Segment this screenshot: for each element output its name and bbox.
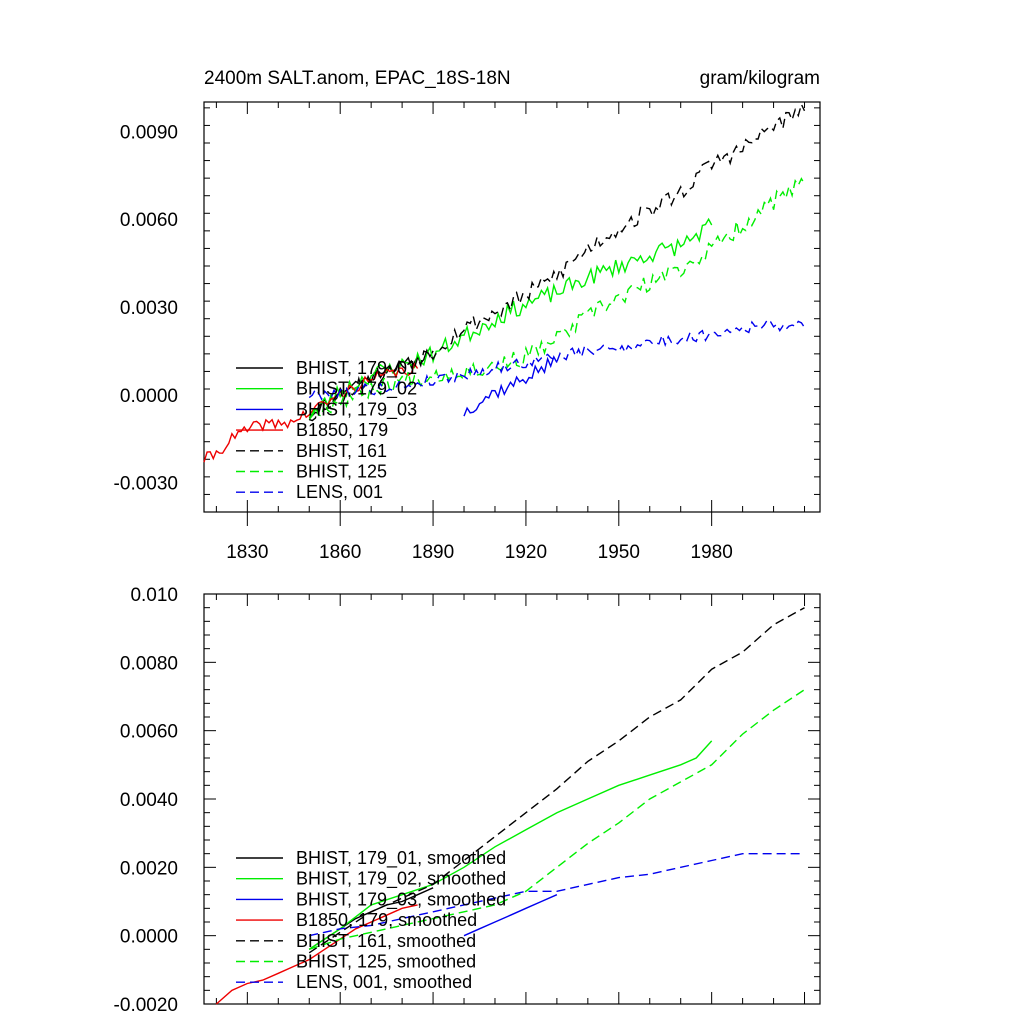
top-x-tick-label: 1980 xyxy=(691,542,733,563)
top-legend-label: LENS, 001 xyxy=(296,482,383,502)
top-x-tick-label: 1920 xyxy=(505,542,547,563)
top-legend-label: B1850, 179 xyxy=(296,420,388,440)
top-series-line-2 xyxy=(463,355,558,417)
bottom-legend-label: BHIST, 179_01, smoothed xyxy=(296,848,506,869)
top-x-tick-label: 1860 xyxy=(319,542,361,563)
top-series-line-6 xyxy=(308,318,806,401)
bottom-series-line-4 xyxy=(308,607,805,954)
bottom-panel: -0.0020 0.0000 0.0020 0.0040 0.0060 0.0080 0.0… xyxy=(114,585,821,1016)
bottom-legend-label: BHIST, 179_03, smoothed xyxy=(296,889,506,910)
chart-title: 2400m SALT.anom, EPAC_18S-18N xyxy=(204,68,511,89)
bottom-legend-label: B1850, 179, smoothed xyxy=(296,910,477,930)
bottom-series-line-6 xyxy=(309,853,805,937)
bottom-series-line-1 xyxy=(308,740,713,950)
bottom-y-tick-label: -0.0020 xyxy=(114,995,178,1016)
top-x-tick-label: 1890 xyxy=(412,542,454,563)
bottom-y-tick-label: 0.0040 xyxy=(120,790,178,811)
bottom-legend-label: BHIST, 125, smoothed xyxy=(296,952,476,972)
top-series-line-3 xyxy=(203,362,419,463)
bottom-series-line-3 xyxy=(215,904,418,1005)
bottom-legend-label: BHIST, 179_02, smoothed xyxy=(296,869,506,890)
top-legend-label: BHIST, 179_02 xyxy=(296,379,417,400)
bottom-y-tick-label: 0.0020 xyxy=(120,858,178,879)
top-series-line-1 xyxy=(308,217,713,421)
units-label: gram/kilogram xyxy=(700,68,820,89)
bottom-y-tick-label: 0.0080 xyxy=(120,653,178,674)
bottom-legend-label: LENS, 001, smoothed xyxy=(296,972,472,992)
top-legend-label: BHIST, 161 xyxy=(296,441,387,461)
top-panel: 2400m SALT.anom, EPAC_18S-18N gram/kilog… xyxy=(114,68,821,563)
top-y-tick-label: 0.0030 xyxy=(120,298,178,319)
bottom-y-tick-label: 0.0060 xyxy=(120,722,178,743)
bottom-legend-label: BHIST, 161, smoothed xyxy=(296,931,476,951)
bottom-series-line-5 xyxy=(308,689,805,950)
top-plot-frame xyxy=(203,101,821,513)
top-x-tick-label: 1950 xyxy=(598,542,640,563)
top-axis-ticks: -0.0030 0.0000 0.0030 0.0060 0.0090 1830 1860 1… xyxy=(114,102,820,563)
top-y-tick-label: -0.0030 xyxy=(114,474,178,495)
top-series-line-4 xyxy=(308,102,806,422)
top-legend-label: BHIST, 179_03 xyxy=(296,399,417,420)
top-legend-label: BHIST, 179_01 xyxy=(296,358,417,379)
bottom-axis-ticks: -0.0020 0.0000 0.0020 0.0040 0.0060 0.0080 0.0… xyxy=(114,585,820,1016)
top-series-line-5 xyxy=(308,177,806,418)
top-legend-label: BHIST, 125 xyxy=(296,462,387,482)
bottom-y-tick-label: 0.0000 xyxy=(120,927,178,948)
top-y-tick-label: 0.0090 xyxy=(120,122,178,143)
bottom-series-line-2 xyxy=(463,894,558,937)
bottom-series-group xyxy=(215,607,805,1005)
top-x-tick-label: 1830 xyxy=(226,542,268,563)
bottom-y-tick-label: 0.010 xyxy=(130,585,178,606)
top-y-tick-label: 0.0060 xyxy=(120,210,178,231)
top-series-group xyxy=(203,102,806,463)
top-y-tick-label: 0.0000 xyxy=(120,386,178,407)
